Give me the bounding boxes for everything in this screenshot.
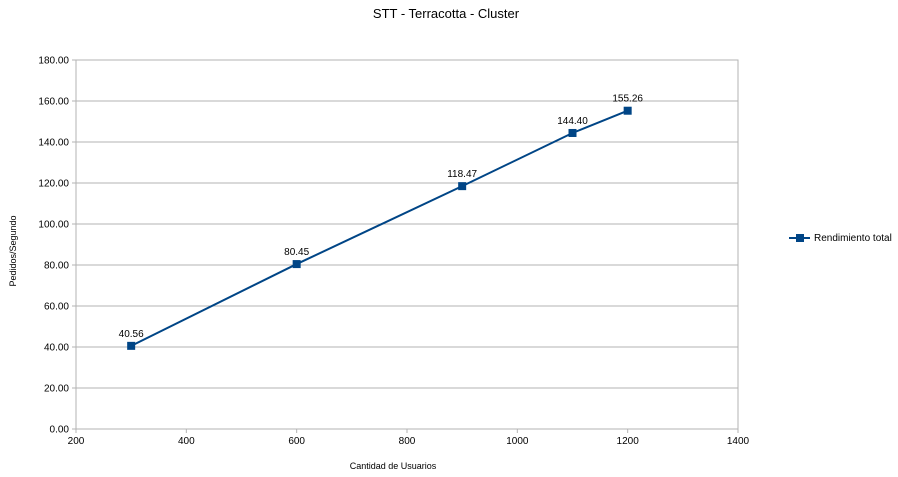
y-tick-label: 140.00 xyxy=(38,138,69,149)
x-tick-label: 200 xyxy=(68,436,85,447)
y-tick-label: 120.00 xyxy=(38,179,69,190)
y-axis-label: Pedidos/Segundo xyxy=(8,215,18,286)
y-axis-ticks: 0.00 20.00 40.00 60.00 80.00 100.00 120.00 140.… xyxy=(38,56,76,436)
y-tick-label: 60.00 xyxy=(44,302,69,313)
data-point xyxy=(292,260,301,269)
y-tick-label: 180.00 xyxy=(38,56,69,67)
x-axis-ticks: 200 400 600 800 1000 1200 1400 xyxy=(68,429,750,447)
data-point xyxy=(568,128,577,137)
y-tick-label: 40.00 xyxy=(44,343,69,354)
legend-marker xyxy=(796,234,804,242)
data-label: 155.26 xyxy=(612,94,643,105)
y-tick-label: 80.00 xyxy=(44,261,69,272)
x-axis-label: Cantidad de Usuarios xyxy=(350,461,437,471)
data-point xyxy=(458,182,467,191)
y-tick-label: 0.00 xyxy=(50,425,70,436)
x-tick-label: 800 xyxy=(399,436,416,447)
chart-title: STT - Terracotta - Cluster xyxy=(373,6,520,21)
x-tick-label: 1400 xyxy=(727,436,750,447)
data-point xyxy=(623,106,632,115)
grid-lines xyxy=(76,100,738,389)
legend-entry: Rendimiento total xyxy=(814,233,892,244)
x-tick-label: 1200 xyxy=(617,436,640,447)
plot-area xyxy=(75,59,739,430)
legend: Rendimiento total xyxy=(789,233,892,244)
y-tick-label: 100.00 xyxy=(38,220,69,231)
data-label: 80.45 xyxy=(284,247,309,258)
y-tick-label: 20.00 xyxy=(44,384,69,395)
data-label: 40.56 xyxy=(119,329,144,340)
data-label: 118.47 xyxy=(447,169,477,180)
x-tick-label: 1000 xyxy=(506,436,529,447)
x-tick-label: 400 xyxy=(178,436,195,447)
series-layer: 40.56 80.45 118.47 144.40 155.26 xyxy=(119,94,643,350)
data-point xyxy=(127,341,136,350)
x-tick-label: 600 xyxy=(288,436,305,447)
y-tick-label: 160.00 xyxy=(38,97,69,108)
data-label: 144.40 xyxy=(557,116,588,127)
